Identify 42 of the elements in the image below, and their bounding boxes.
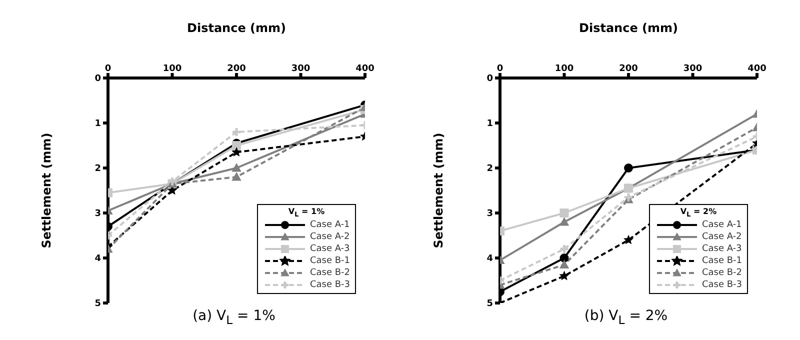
y-tick-label: 0 xyxy=(486,74,493,84)
x-tick-label: 100 xyxy=(162,64,182,74)
legend-label: Case A-2 xyxy=(702,232,742,242)
y-tick-label: 2 xyxy=(486,164,493,174)
x-tick-label: 0 xyxy=(496,64,504,74)
x-tick-label: 400 xyxy=(356,64,374,74)
legend-label: Case B-3 xyxy=(310,280,350,290)
y-tick-label: 3 xyxy=(94,209,101,220)
y-tick-label: 4 xyxy=(94,254,101,264)
y-axis-title: Settlement (mm) xyxy=(431,132,446,248)
x-tick-label: 300 xyxy=(291,64,310,74)
legend-label: Case A-1 xyxy=(702,220,742,230)
x-axis-title: Distance (mm) xyxy=(579,21,678,35)
y-tick-label: 1 xyxy=(486,119,493,130)
x-tick-label: 100 xyxy=(554,64,574,74)
legend-title: V$_{L}$ = 2% xyxy=(679,207,718,219)
legend-label: Case B-2 xyxy=(310,268,350,278)
legend-label: Case A-1 xyxy=(310,220,350,230)
legend-label: Case A-3 xyxy=(702,244,742,254)
x-tick-label: 200 xyxy=(227,64,246,74)
x-tick-label: 300 xyxy=(683,64,702,74)
legend-title: V$_{L}$ = 1% xyxy=(287,207,326,219)
y-tick-label: 3 xyxy=(486,209,493,220)
y-tick-label: 2 xyxy=(94,164,101,174)
y-tick-label: 0 xyxy=(94,74,101,84)
y-tick-label: 4 xyxy=(486,254,493,264)
legend-label: Case A-3 xyxy=(310,244,350,254)
x-tick-label: 200 xyxy=(619,64,638,74)
y-tick-label: 5 xyxy=(94,299,101,310)
legend-label: Case A-2 xyxy=(310,232,350,242)
y-tick-label: 1 xyxy=(94,119,101,130)
x-axis-title: Distance (mm) xyxy=(187,21,286,35)
x-tick-label: 400 xyxy=(748,64,766,74)
legend-label: Case B-3 xyxy=(702,280,742,290)
y-axis-title: Settlement (mm) xyxy=(39,132,54,248)
text: (b) V$_{L}$ = 2% xyxy=(583,308,669,327)
legend-label: Case B-1 xyxy=(702,256,742,266)
legend-label: Case B-1 xyxy=(310,256,350,266)
x-tick-label: 0 xyxy=(104,64,112,74)
legend-label: Case B-2 xyxy=(702,268,742,278)
text: (a) V$_{L}$ = 1% xyxy=(192,308,276,327)
y-tick-label: 5 xyxy=(486,299,493,310)
